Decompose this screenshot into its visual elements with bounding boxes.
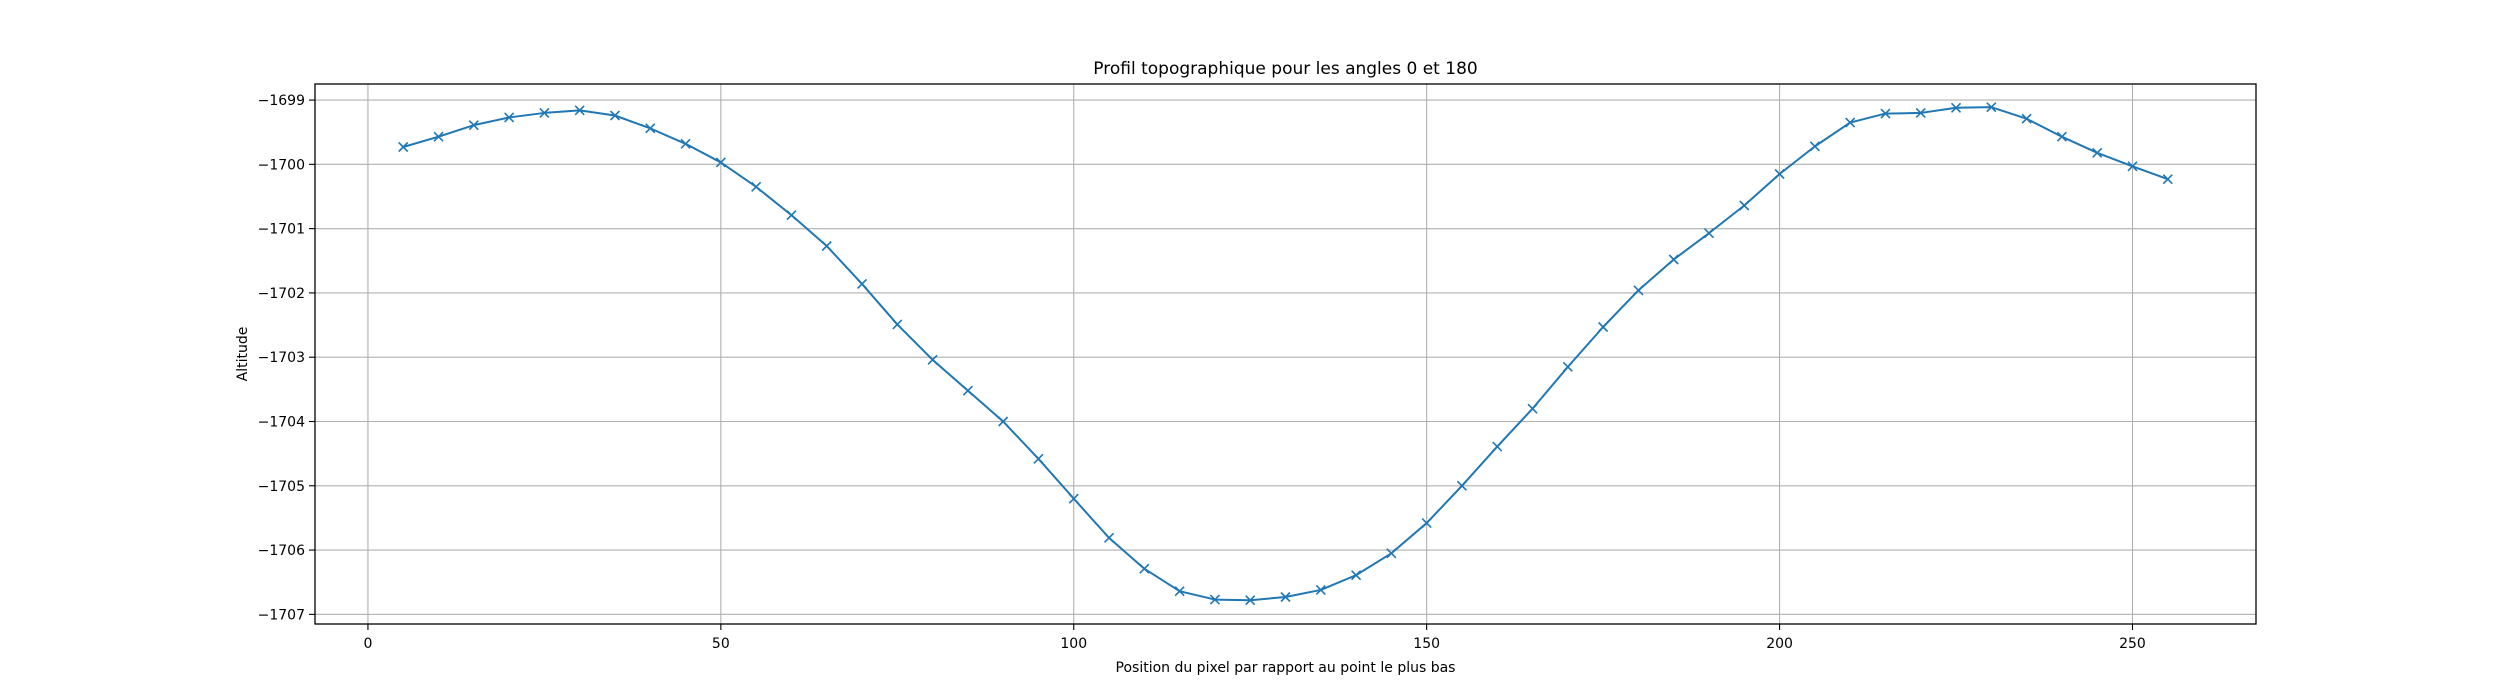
data-point-marker: [856, 278, 868, 289]
data-point-marker: [715, 157, 726, 168]
y-tick-label: −1699: [258, 93, 305, 109]
data-point-marker: [468, 120, 479, 131]
x-tick-label: 150: [1413, 636, 1440, 652]
data-point-marker: [645, 123, 656, 134]
x-tick-label: 100: [1060, 636, 1087, 652]
data-point-marker: [398, 141, 409, 153]
series-layer: [398, 102, 2173, 606]
data-point-marker: [1880, 108, 1891, 119]
data-point-marker: [962, 385, 973, 396]
data-point-marker: [574, 105, 585, 116]
data-point-marker: [1315, 584, 1326, 595]
y-tick-label: −1703: [258, 350, 305, 366]
plot-frame: [314, 83, 2257, 625]
data-point-marker: [1103, 532, 1115, 543]
y-tick-label: −1706: [258, 543, 305, 559]
data-point-marker: [609, 110, 621, 121]
data-point-marker: [1209, 594, 1220, 605]
data-point-marker: [1351, 570, 1362, 581]
data-point-marker: [1633, 285, 1644, 296]
chart-title: Profil topographique pour les angles 0 e…: [1093, 59, 1477, 79]
data-point-marker: [786, 210, 797, 221]
data-point-marker: [1280, 591, 1291, 603]
y-axis: −1699 −1700 −1701 −1702 −1703 −1704 −1705 −1706…: [258, 93, 315, 623]
data-point-marker: [1739, 200, 1750, 211]
data-point-marker: [927, 354, 938, 365]
y-tick-label: −1702: [258, 286, 305, 302]
data-point-marker: [1456, 480, 1468, 491]
x-tick-label: 50: [712, 636, 730, 652]
data-point-marker: [1527, 403, 1538, 414]
data-point-marker: [1915, 107, 1926, 118]
y-tick-label: −1707: [258, 607, 305, 623]
data-point-marker: [2021, 113, 2032, 124]
data-point-marker: [1492, 441, 1503, 452]
y-tick-label: −1705: [258, 479, 305, 495]
data-point-marker: [1809, 141, 1820, 152]
x-axis-label: Position du pixel par rapport au point l…: [1116, 660, 1456, 676]
data-point-marker: [751, 181, 762, 192]
data-point-marker: [1986, 102, 1997, 113]
data-point-marker: [2092, 147, 2103, 158]
data-point-marker: [1033, 453, 1044, 464]
x-tick-label: 0: [363, 636, 372, 652]
data-point-marker: [504, 112, 515, 123]
data-point-marker: [1245, 595, 1256, 606]
data-point-marker: [1386, 548, 1397, 559]
data-point-marker: [539, 107, 550, 118]
grid: [315, 84, 2256, 624]
x-axis: 0 50 100 150 200 250: [363, 624, 2146, 652]
x-tick-label: 250: [2119, 636, 2146, 652]
data-point-marker: [1598, 321, 1609, 333]
data-point-marker: [821, 240, 832, 252]
y-tick-label: −1700: [258, 157, 305, 173]
data-point-marker: [1174, 586, 1185, 597]
y-axis-label: Altitude: [235, 327, 251, 382]
data-point-marker: [1845, 117, 1856, 128]
data-point-marker: [1950, 102, 1962, 113]
data-point-marker: [2056, 131, 2067, 142]
data-point-marker: [1068, 493, 1079, 504]
y-tick-label: −1704: [258, 415, 305, 431]
data-point-marker: [998, 416, 1009, 427]
data-point-marker: [1139, 563, 1150, 574]
y-tick-label: −1701: [258, 222, 305, 238]
data-point-marker: [1668, 254, 1679, 265]
data-point-marker: [892, 319, 903, 330]
x-tick-label: 200: [1766, 636, 1793, 652]
data-point-marker: [2127, 161, 2138, 172]
data-point-marker: [2162, 174, 2173, 185]
data-point-marker: [1421, 518, 1432, 529]
data-point-marker: [680, 138, 691, 149]
data-point-marker: [1774, 168, 1785, 180]
data-point-marker: [1562, 361, 1573, 372]
data-point-marker: [1703, 228, 1715, 239]
data-point-marker: [433, 131, 444, 142]
